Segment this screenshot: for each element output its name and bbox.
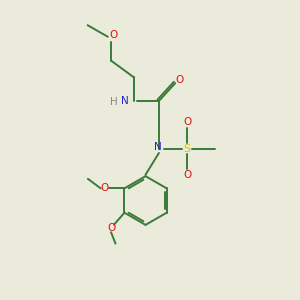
Text: S: S [184,143,191,154]
Text: O: O [183,170,191,180]
Text: O: O [175,75,184,85]
Text: N: N [122,96,129,106]
Text: O: O [183,117,191,127]
Text: O: O [107,223,115,233]
Text: N: N [154,142,162,152]
Text: H: H [110,98,118,107]
Text: O: O [100,183,108,193]
Text: O: O [110,30,118,40]
